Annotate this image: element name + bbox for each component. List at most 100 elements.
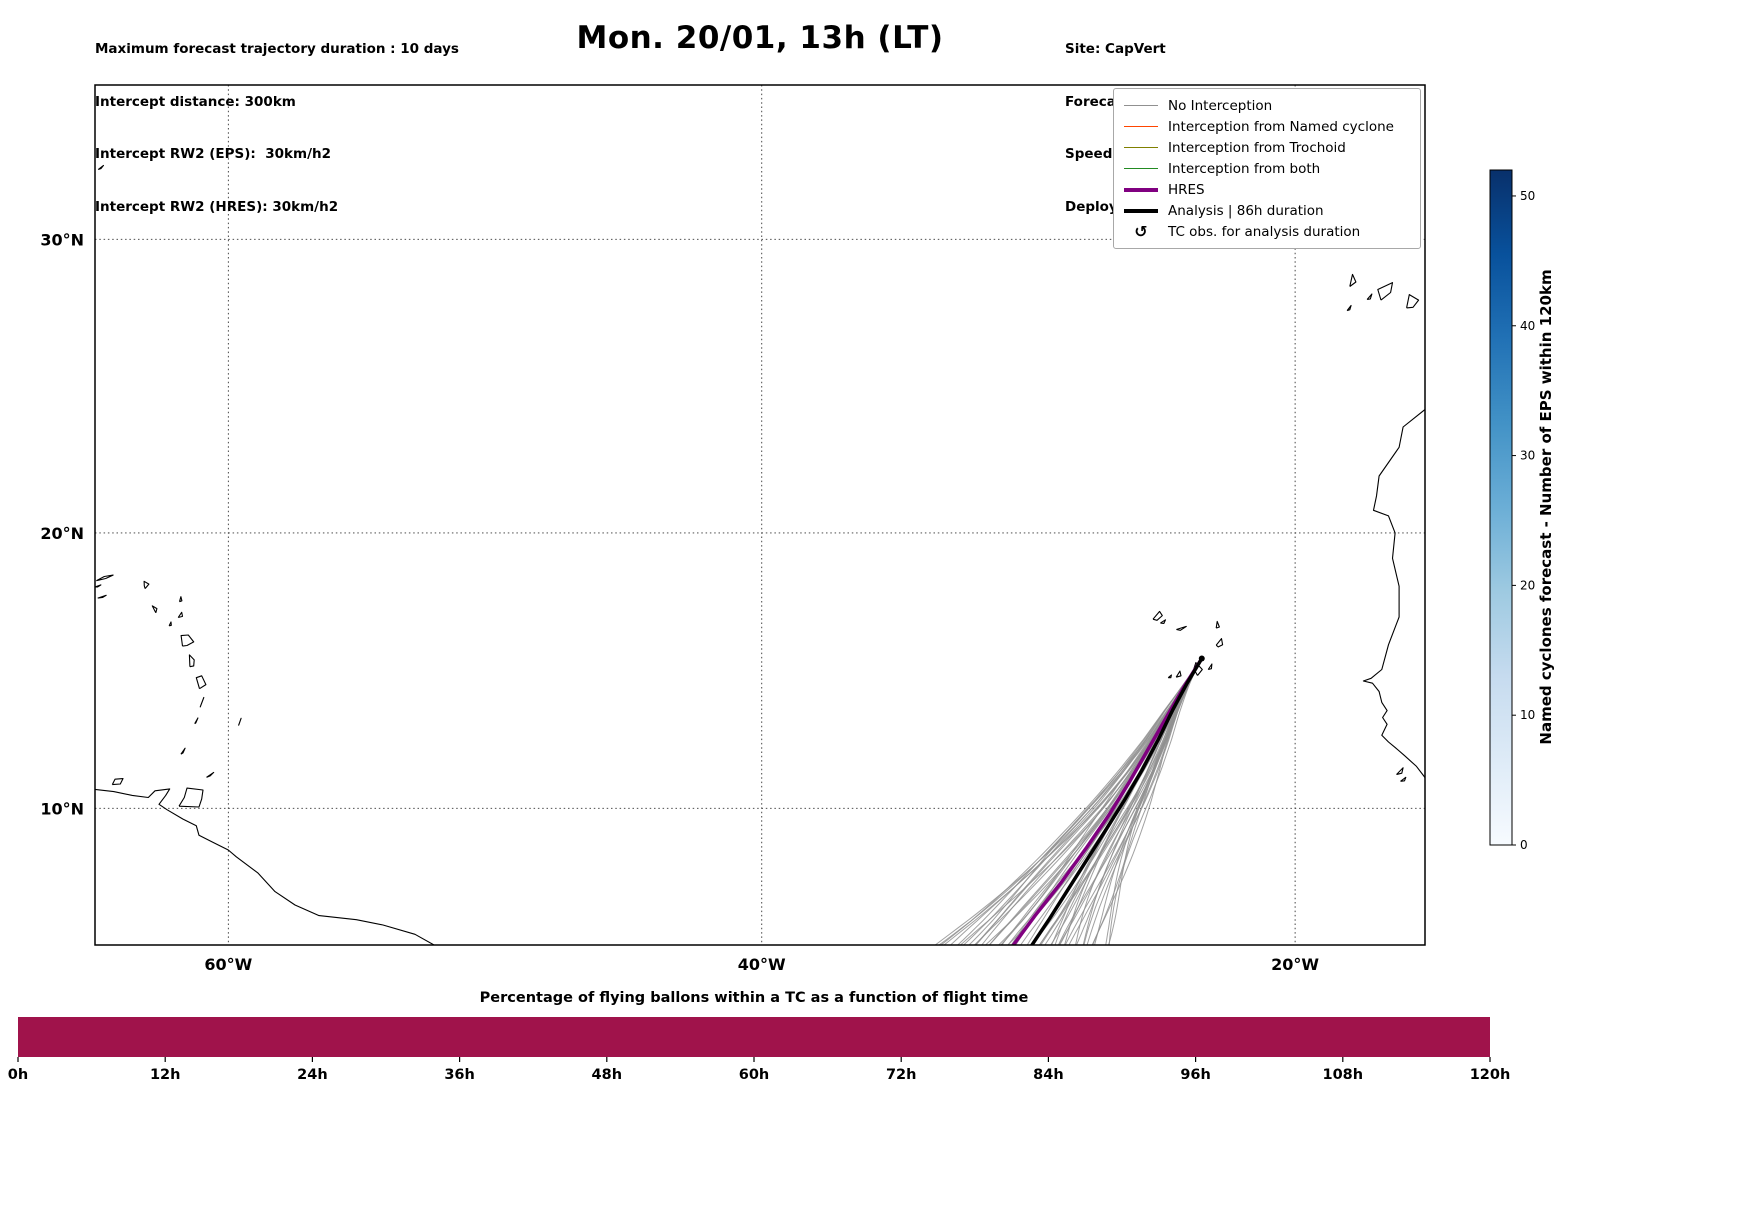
lon-tick-label: 40°W — [738, 955, 786, 974]
lon-tick-label: 60°W — [204, 955, 252, 974]
legend-item: ↺ TC obs. for analysis duration — [1114, 221, 1420, 242]
eps-member-trajectory — [940, 658, 1203, 945]
bottom-axis-tick-label: 12h — [150, 1067, 181, 1083]
param-line-duration: Maximum forecast trajectory duration : 1… — [95, 41, 459, 57]
lon-tick-label: 20°W — [1271, 955, 1319, 974]
colorbar-tick-label: 30 — [1520, 449, 1535, 463]
colorbar — [1489, 169, 1513, 846]
legend-label: HRES — [1168, 181, 1205, 198]
colorbar-tick-label: 0 — [1520, 838, 1528, 852]
bottom-axis-tick-label: 24h — [297, 1067, 328, 1083]
coastlines — [95, 164, 1425, 945]
colorbar-tick-label: 10 — [1520, 708, 1535, 722]
eps-member-trajectory — [968, 658, 1203, 945]
coastline-south-america-coast — [95, 788, 436, 945]
trajectories — [934, 655, 1205, 945]
analysis-trajectory — [1029, 656, 1204, 945]
lat-tick-label: 10°N — [40, 799, 84, 818]
coastline-virgin-islands — [96, 574, 114, 582]
legend-label: Analysis | 86h duration — [1168, 202, 1324, 219]
param-line-rw2-eps: Intercept RW2 (EPS): 30km/h2 — [95, 146, 331, 162]
run-parameters: Maximum forecast trajectory duration : 1… — [95, 6, 459, 251]
legend-label: No Interception — [1168, 97, 1273, 114]
colorbar-tick-label: 50 — [1520, 189, 1535, 203]
coastline-margarita — [111, 778, 124, 786]
coastline-martinique — [195, 675, 207, 690]
coastline-montserrat — [168, 621, 172, 627]
coastline-maio — [1207, 663, 1213, 671]
colorbar-tick-label: 20 — [1520, 578, 1535, 592]
legend-label: Interception from Trochoid — [1168, 139, 1346, 156]
legend-line-sample — [1124, 105, 1158, 106]
eps-member-trajectory — [1092, 658, 1203, 945]
coastline-tobago — [206, 771, 215, 778]
legend-label: Interception from both — [1168, 160, 1321, 177]
coastline-fogo — [1175, 670, 1182, 678]
colorbar-label: Named cyclones forecast - Number of EPS … — [1537, 269, 1555, 744]
coastline-el-hierro — [1346, 304, 1352, 312]
bottom-chart-title: Percentage of flying ballons within a TC… — [479, 990, 1029, 1006]
coastline-sal — [1215, 620, 1220, 629]
bottom-axis-tick-label: 0h — [8, 1067, 28, 1083]
coastline-barbuda — [178, 596, 183, 603]
bottom-axis-tick-label: 120h — [1470, 1067, 1511, 1083]
info-line-site: Site: CapVert — [1065, 41, 1166, 57]
eps-member-trajectory — [1108, 658, 1203, 945]
legend-item: Interception from Trochoid — [1114, 137, 1420, 158]
deployment-start-marker — [1198, 655, 1205, 662]
bottom-axis-tick-label: 60h — [739, 1067, 770, 1083]
coastline-bermuda — [97, 164, 105, 171]
eps-member-trajectory — [1105, 658, 1203, 945]
coastline-sao-vicente — [1160, 619, 1167, 624]
bottom-axis-tick-label: 48h — [592, 1067, 623, 1083]
coastline-st-lucia — [199, 696, 205, 708]
coastline-brava — [1167, 674, 1172, 679]
coastline-antigua — [177, 611, 184, 619]
tc-obs-symbol-icon: ↺ — [1134, 221, 1148, 241]
coastline-anguilla-st-martin — [143, 580, 150, 589]
coastline-bijagos-2 — [1400, 776, 1407, 782]
map-border — [94, 84, 1426, 946]
legend-item: Analysis | 86h duration — [1114, 200, 1420, 221]
coastline-guadeloupe — [180, 634, 195, 647]
eps-member-trajectory — [962, 658, 1203, 945]
legend-label: Interception from Named cyclone — [1168, 118, 1394, 135]
bottom-axis-tick-label: 84h — [1033, 1067, 1064, 1083]
coastline-st-kitts-nevis — [151, 605, 158, 614]
coastline-sao-nicolau — [1176, 625, 1187, 631]
param-line-intercept-distance: Intercept distance: 300km — [95, 93, 296, 110]
bottom-axis-tick-label: 36h — [444, 1067, 475, 1083]
param-line-rw2-hres: Intercept RW2 (HRES): 30km/h2 — [95, 198, 339, 215]
coastline-boa-vista — [1215, 638, 1224, 648]
lat-tick-label: 30°N — [40, 230, 84, 249]
legend-line-sample — [1124, 168, 1158, 169]
legend-item: HRES — [1114, 179, 1420, 200]
legend-line-sample — [1124, 147, 1158, 148]
map-legend: No Interception Interception from Named c… — [1113, 88, 1421, 249]
coastline-gran-canaria — [1406, 294, 1420, 309]
eps-member-trajectory — [1094, 658, 1203, 945]
coastline-la-palma — [1349, 273, 1357, 287]
coastline-bijagos-1 — [1396, 767, 1404, 776]
coastline-west-africa-coast — [1362, 408, 1425, 779]
legend-item: Interception from both — [1114, 158, 1420, 179]
legend-item: Interception from Named cyclone — [1114, 116, 1420, 137]
legend-line-sample — [1124, 208, 1158, 213]
coastline-barbados — [237, 717, 242, 726]
coastline-st-vincent — [194, 717, 199, 725]
tc-percentage-bar — [18, 1017, 1490, 1057]
bottom-axis-tick-label: 72h — [886, 1067, 917, 1083]
legend-line-sample — [1124, 187, 1158, 192]
legend-label: TC obs. for analysis duration — [1168, 223, 1361, 240]
legend-line-sample — [1124, 126, 1158, 127]
legend-item: No Interception — [1114, 95, 1420, 116]
coastline-trinidad — [178, 787, 204, 808]
coastline-st-croix — [97, 594, 107, 599]
lat-tick-label: 20°N — [40, 524, 84, 543]
colorbar-tick-label: 40 — [1520, 319, 1535, 333]
coastline-vieques — [95, 584, 102, 588]
coastline-santo-antao — [1152, 610, 1163, 621]
coastline-dominica — [188, 654, 195, 668]
